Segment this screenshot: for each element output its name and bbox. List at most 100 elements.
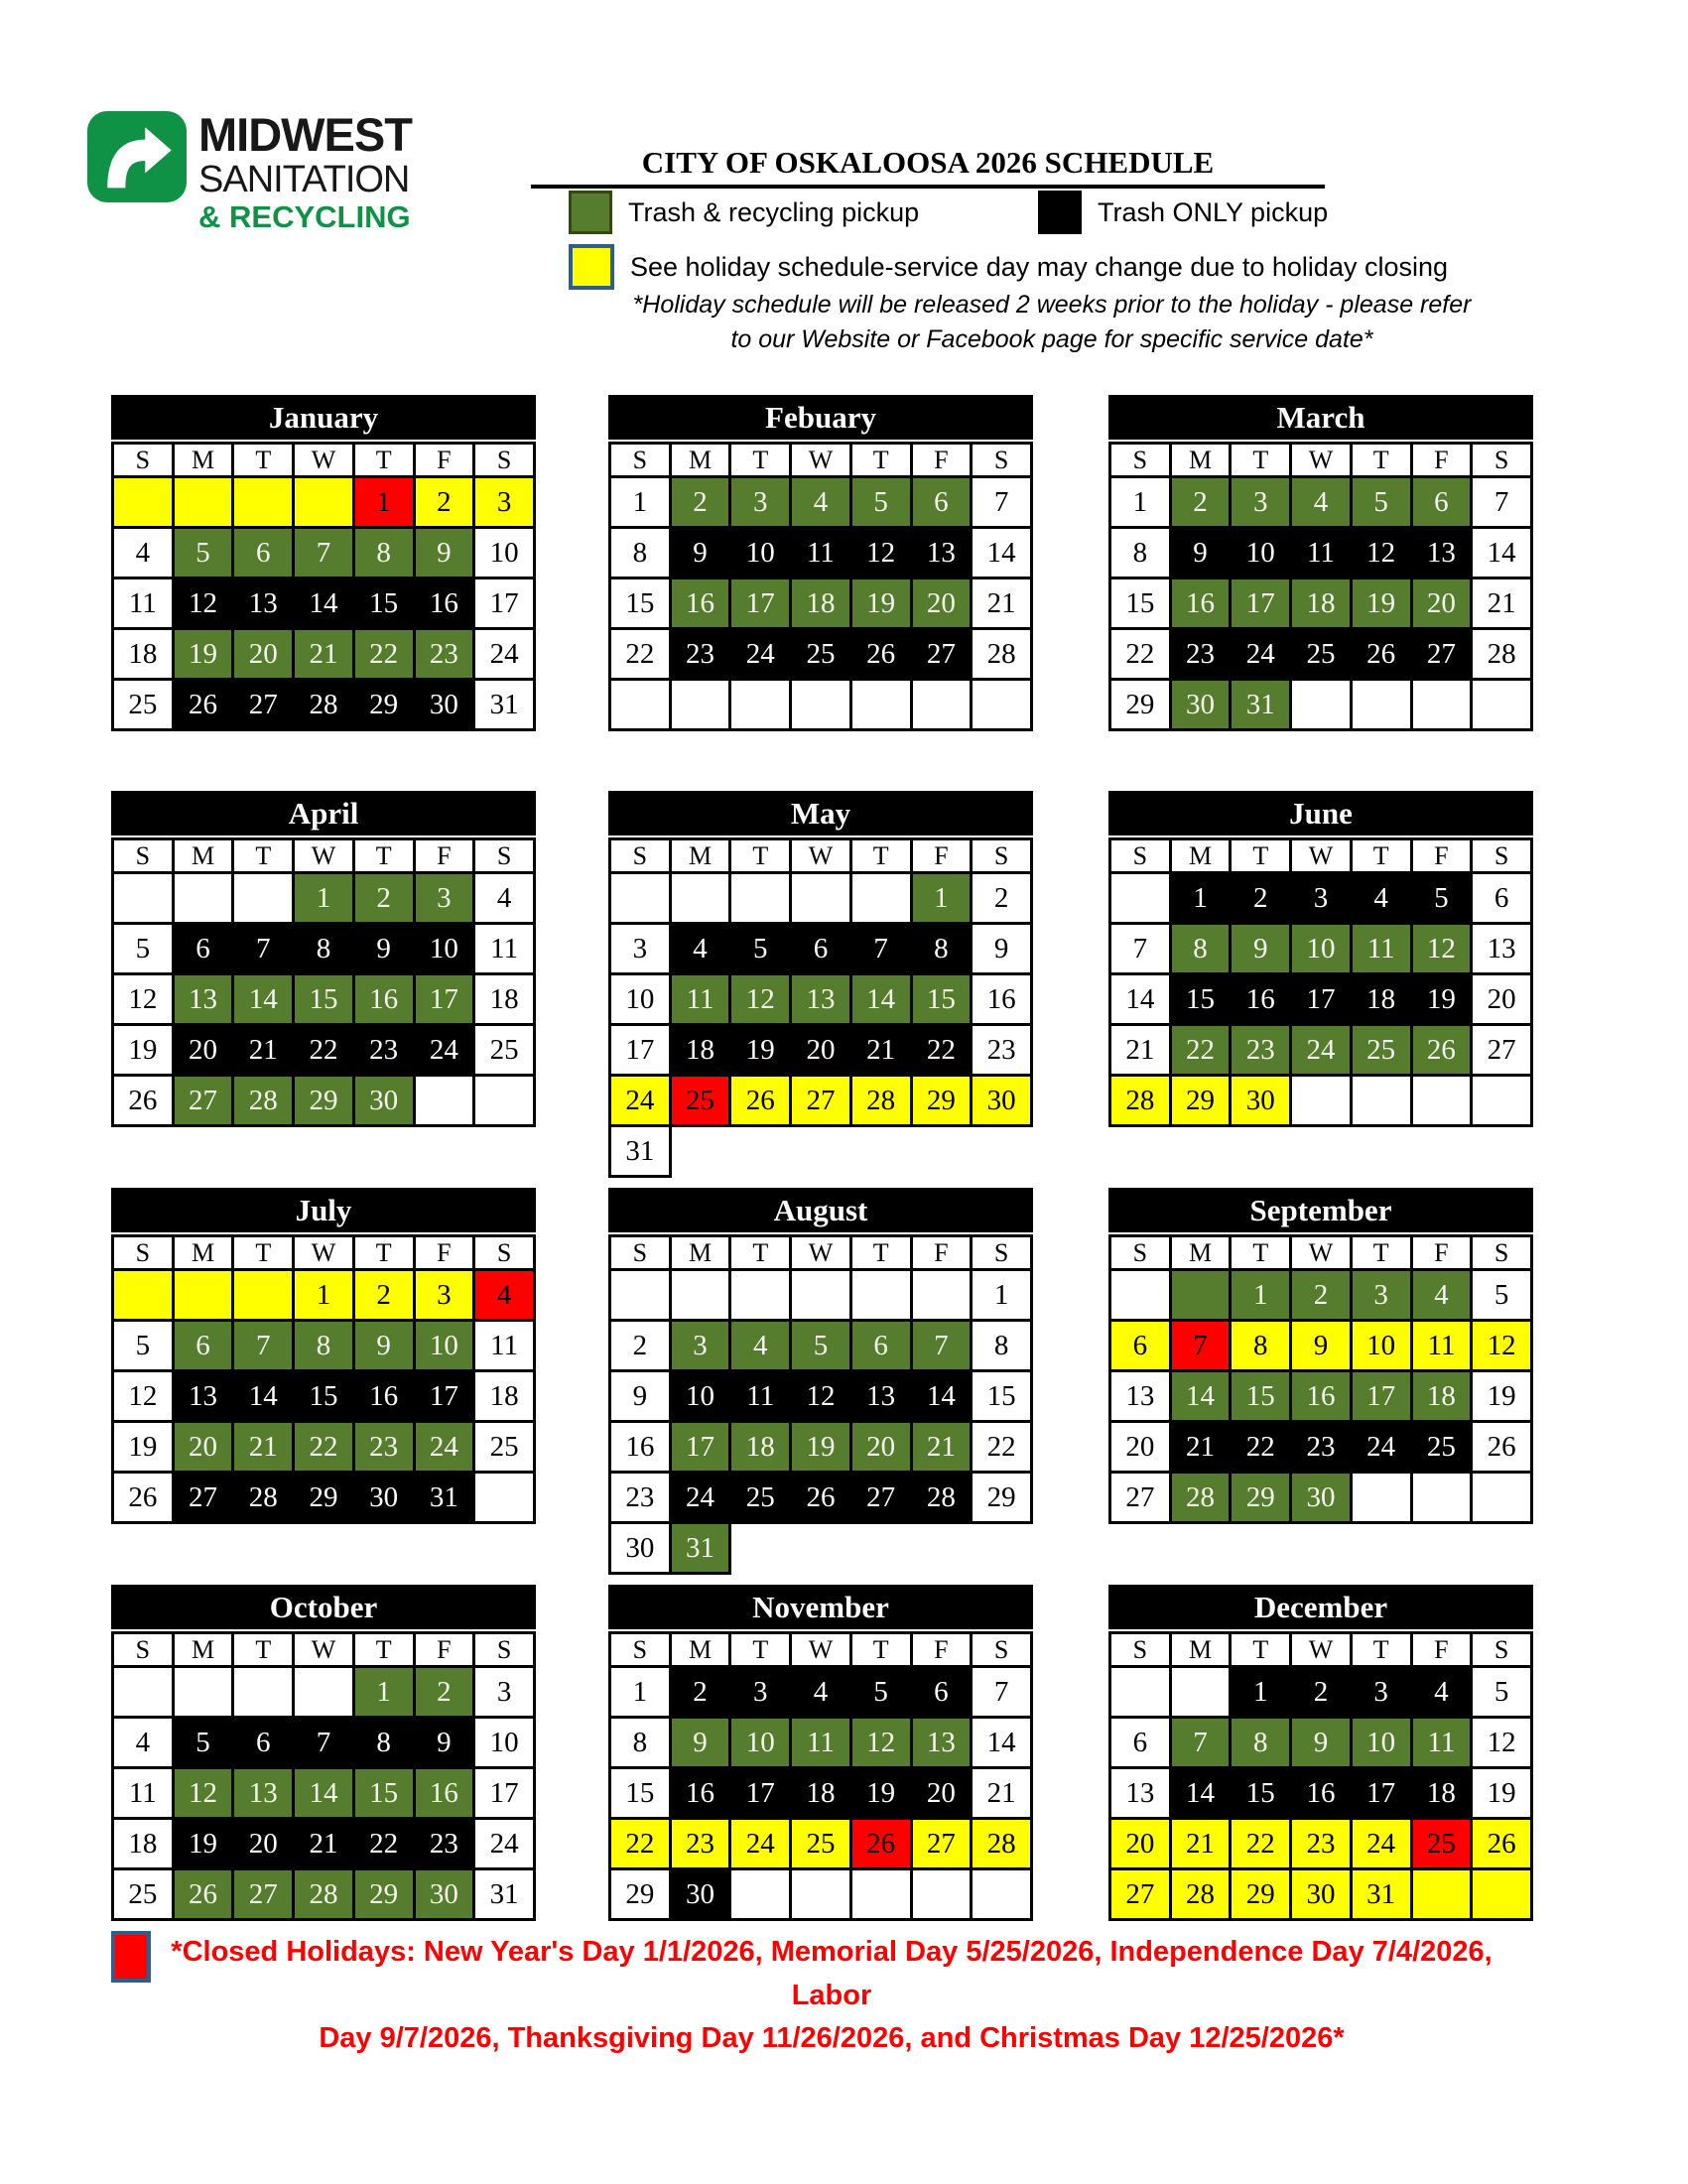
- day-cell: 12: [111, 1369, 175, 1423]
- day-cell: [728, 871, 793, 925]
- footnote-line2: Day 9/7/2026, Thanksgiving Day 11/26/202…: [319, 2022, 1345, 2054]
- day-cell: 26: [728, 1074, 793, 1127]
- day-cell: 19: [848, 577, 913, 630]
- day-cell: 23: [351, 1420, 416, 1474]
- day-cell: [728, 1867, 793, 1921]
- day-cell: 17: [412, 1369, 476, 1423]
- day-cell: 8: [1229, 1319, 1293, 1372]
- day-cell: 18: [789, 1766, 852, 1820]
- day-cell: 21: [1168, 1420, 1233, 1474]
- day-cell: 9: [668, 526, 732, 579]
- day-cell: 20: [231, 1817, 296, 1870]
- day-cell: 17: [728, 577, 793, 630]
- month-table: S M T W T F S 1 2 3 4 5 6 7 8 9 10 11 12 13 14 15 16 17 18 19 20 21…: [608, 837, 1033, 1178]
- weekday-header-cell: W: [292, 442, 355, 478]
- day-cell: 26: [171, 1867, 235, 1921]
- day-cell: 12: [848, 526, 913, 579]
- day-cell: 22: [608, 1817, 672, 1870]
- legend-label: Trash ONLY pickup: [1098, 196, 1329, 227]
- day-cell: 17: [668, 1420, 732, 1474]
- day-cell: 21: [292, 1817, 355, 1870]
- day-cell: 4: [472, 1268, 536, 1322]
- day-cell: 14: [231, 1369, 296, 1423]
- weekday-header-cell: S: [472, 837, 536, 874]
- day-cell: 13: [231, 1766, 296, 1820]
- day-cell: 14: [292, 577, 355, 630]
- day-cell: 30: [608, 1521, 672, 1575]
- day-cell: 2: [608, 1319, 672, 1372]
- day-cell: [171, 1665, 235, 1719]
- weekday-header-cell: W: [789, 837, 852, 874]
- weekday-header-cell: M: [1168, 837, 1233, 874]
- day-cell: 16: [668, 1766, 732, 1820]
- day-cell: 29: [292, 1074, 355, 1127]
- month-table: S M T W T F S 1 2 3 4 5 6 7 8 9 10 11 12 13 14 15 16 17 18 19 20 21…: [1108, 1631, 1533, 1921]
- day-cell: [111, 475, 175, 529]
- day-cell: 1: [351, 1665, 416, 1719]
- day-cell: 2: [668, 1665, 732, 1719]
- day-cell: 1: [1229, 1268, 1293, 1322]
- day-cell: 8: [608, 1716, 672, 1769]
- day-cell: 30: [351, 1074, 416, 1127]
- day-cell: 29: [1168, 1074, 1233, 1127]
- day-cell: 11: [789, 1716, 852, 1769]
- day-cell: 22: [351, 1817, 416, 1870]
- day-cell: 25: [472, 1023, 536, 1077]
- day-cell: 11: [1409, 1716, 1474, 1769]
- weekday-header-cell: S: [1108, 442, 1172, 478]
- weekday-header-cell: S: [1108, 837, 1172, 874]
- legend-holiday: See holiday schedule-service day may cha…: [569, 244, 1448, 290]
- day-cell: 2: [1229, 871, 1293, 925]
- day-cell: 24: [472, 1817, 536, 1870]
- day-cell: 25: [728, 1471, 793, 1524]
- month-january: January S M T W T F S 1 2 3 4 5 6 7 8 9 10 11 12 13 14 15 16 17 1…: [111, 395, 536, 731]
- day-cell: 20: [171, 1023, 235, 1077]
- day-cell: [171, 871, 235, 925]
- day-cell: 3: [472, 475, 536, 529]
- day-cell: 10: [608, 972, 672, 1026]
- day-cell: 12: [1470, 1319, 1533, 1372]
- day-cell: 23: [412, 1817, 476, 1870]
- weekday-header-cell: S: [1470, 1631, 1533, 1668]
- day-cell: 7: [1108, 922, 1172, 975]
- weekday-header-cell: W: [789, 1234, 852, 1271]
- day-cell: 26: [1470, 1817, 1533, 1870]
- day-cell: [789, 1268, 852, 1322]
- day-cell: 11: [1289, 526, 1353, 579]
- day-cell: 6: [909, 475, 974, 529]
- weekday-header-cell: S: [1108, 1631, 1172, 1668]
- day-cell: [231, 871, 296, 925]
- day-cell: 4: [111, 1716, 175, 1769]
- day-cell: 28: [970, 1817, 1033, 1870]
- day-cell: 7: [848, 922, 913, 975]
- day-cell: 13: [909, 526, 974, 579]
- day-cell: [111, 871, 175, 925]
- day-cell: 24: [668, 1471, 732, 1524]
- day-cell: 22: [1108, 627, 1172, 681]
- weekday-header-cell: S: [970, 1631, 1033, 1668]
- day-cell: [728, 678, 793, 731]
- day-cell: 28: [1168, 1471, 1233, 1524]
- day-cell: 9: [1289, 1319, 1353, 1372]
- month-august: August S M T W T F S 1 2 3 4 5 6 7 8 9 10 11 12 13 14 15 16 17 18…: [608, 1188, 1033, 1575]
- day-cell: 2: [1289, 1665, 1353, 1719]
- day-cell: 3: [728, 1665, 793, 1719]
- month-may: May S M T W T F S 1 2 3 4 5 6 7 8 9 10 11 12 13 14 15 16 17 18 19 2…: [608, 791, 1033, 1178]
- day-cell: 12: [848, 1716, 913, 1769]
- day-cell: [789, 871, 852, 925]
- day-cell: 22: [608, 627, 672, 681]
- empty-slot: [972, 1523, 1032, 1574]
- day-cell: 10: [412, 922, 476, 975]
- day-cell: 18: [1349, 972, 1413, 1026]
- black-swatch-icon: [1038, 191, 1082, 234]
- day-cell: 18: [1409, 1369, 1474, 1423]
- weekday-header-cell: F: [909, 442, 974, 478]
- day-cell: 26: [848, 627, 913, 681]
- day-cell: 18: [789, 577, 852, 630]
- day-cell: [909, 1268, 974, 1322]
- day-cell: 15: [292, 1369, 355, 1423]
- day-cell: 22: [1168, 1023, 1233, 1077]
- day-cell: 15: [351, 577, 416, 630]
- day-cell: 17: [1229, 577, 1293, 630]
- weekday-header-cell: S: [1470, 837, 1533, 874]
